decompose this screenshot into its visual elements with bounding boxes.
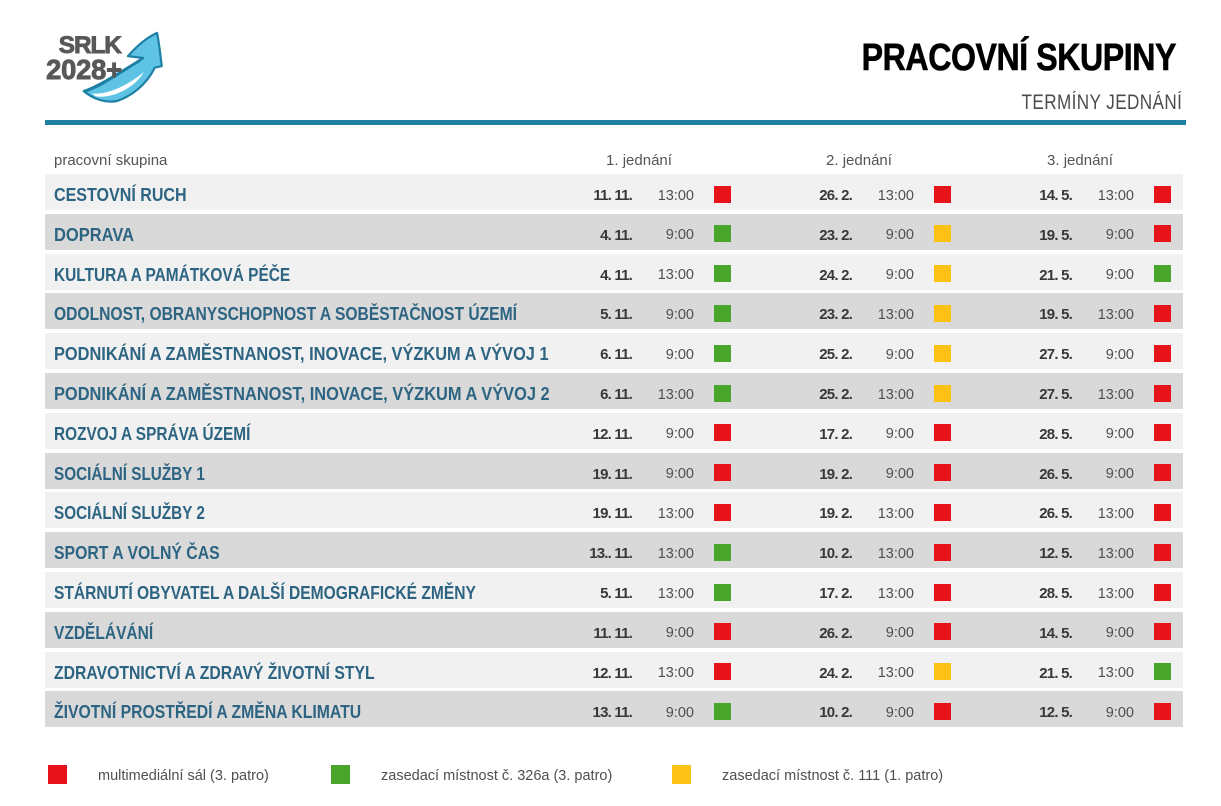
svg-text:SRLK: SRLK: [59, 32, 122, 59]
svg-text:2028+: 2028+: [46, 54, 122, 85]
